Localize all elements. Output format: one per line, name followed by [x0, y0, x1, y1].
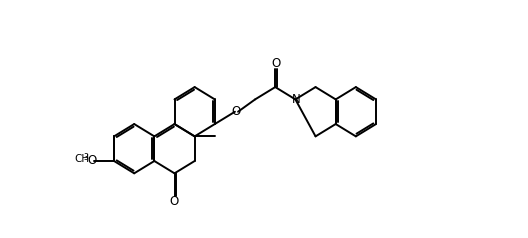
Text: O: O [170, 195, 179, 208]
Text: N: N [292, 93, 300, 106]
Text: CH: CH [74, 154, 89, 164]
Text: O: O [231, 105, 240, 118]
Text: O: O [271, 57, 281, 70]
Text: O: O [88, 154, 97, 168]
Text: 3: 3 [84, 153, 89, 162]
